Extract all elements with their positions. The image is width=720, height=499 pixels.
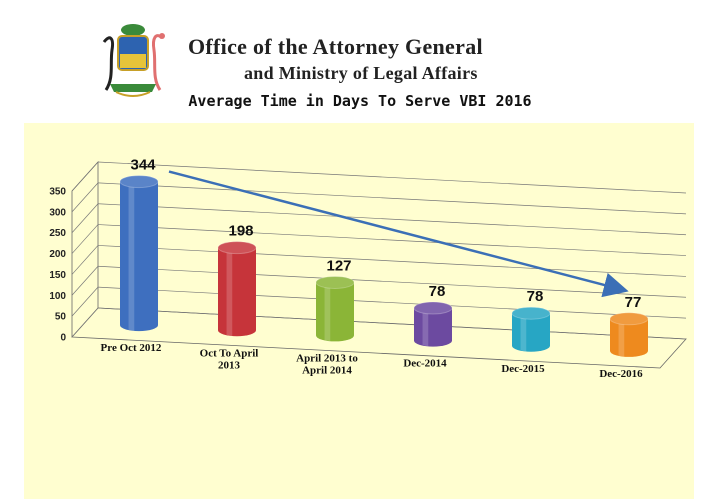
y-axis: 0 50 100 150 200 250 300 350 [49,187,66,344]
bar-top [119,175,159,189]
trend-arrow [168,170,629,298]
bar-highlight [520,313,527,352]
office-subtitle: and Ministry of Legal Affairs [244,63,478,83]
gridline [97,224,687,256]
wall-gridline [71,203,99,233]
bar-body [218,247,256,337]
bar-highlight [128,181,135,331]
bar-highlight [422,308,429,347]
trend-arrow-line [168,170,629,298]
gridline [97,245,687,277]
wall-gridline [71,161,99,192]
wall-gridline [71,266,99,296]
wall-gridline [71,245,99,275]
bar-body [120,181,158,332]
y-tick-label: 200 [49,249,66,260]
y-tick-label: 50 [55,312,67,323]
bar-4 [413,301,453,347]
bars [119,175,649,357]
wall-gridline [71,182,99,213]
bar-top-shine [316,276,354,289]
y-tick-label: 350 [49,187,66,198]
bar-top-shine [218,241,256,254]
y-tick-label: 0 [60,333,66,344]
x-tick-label: Dec-2014 [403,358,447,370]
wall-gridline [71,286,99,317]
bar-body [414,308,452,347]
bar-highlight [324,282,331,342]
data-label: 127 [326,257,351,274]
bar-top [609,312,649,326]
x-axis-labels: Pre Oct 2012 Oct To April 2013 April 2013 t… [101,342,644,380]
y-tick-label: 100 [49,291,66,302]
gridline [97,161,687,194]
bar-3 [315,275,355,342]
bar-body [610,318,648,357]
bar-top-shine [610,312,648,325]
gridline [97,286,687,319]
bar-body [316,282,354,342]
bar-highlight [226,247,233,336]
x-tick-label: April 2013 to April 2014 [296,352,358,376]
coat-of-arms-logo [102,24,165,97]
gridline [97,307,687,340]
y-tick-label: 250 [49,228,66,239]
bar-6 [609,312,649,357]
bar-5 [511,306,551,352]
x-tick-label: Oct To April 2013 [200,347,259,371]
bar-top-shine [120,175,158,188]
data-label: 198 [228,223,253,240]
data-label: 77 [625,294,642,311]
bar-top [217,241,257,255]
bar-1 [119,175,159,332]
data-label: 78 [429,283,446,300]
office-title: Office of the Attorney General [188,34,483,59]
wall-gridline [71,307,99,338]
data-label: 78 [527,288,544,305]
y-tick-label: 300 [49,207,66,218]
bar-top [511,306,551,320]
x-tick-label: Dec-2016 [599,368,643,380]
chart-floor [71,307,687,369]
y-tick-label: 150 [49,270,66,281]
data-label: 344 [130,157,156,174]
bar-top [413,301,453,315]
data-labels: 344 198 127 78 78 77 [130,157,641,311]
x-tick-label: Dec-2015 [501,363,545,375]
gridline [97,203,687,236]
bar-top-shine [512,307,550,320]
bar-top-shine [414,302,452,315]
gridlines [71,160,687,369]
bar-2 [217,241,257,337]
gridline [97,182,687,215]
bar-body [512,313,550,352]
x-tick-label: Pre Oct 2012 [101,342,162,354]
bar-highlight [618,318,625,357]
wall-gridline [71,224,99,254]
chart-title: Average Time in Days To Serve VBI 2016 [188,92,532,110]
report-header: Office of the Attorney General and Minis… [0,0,720,120]
gridline [97,265,687,298]
bar-top [315,275,355,289]
